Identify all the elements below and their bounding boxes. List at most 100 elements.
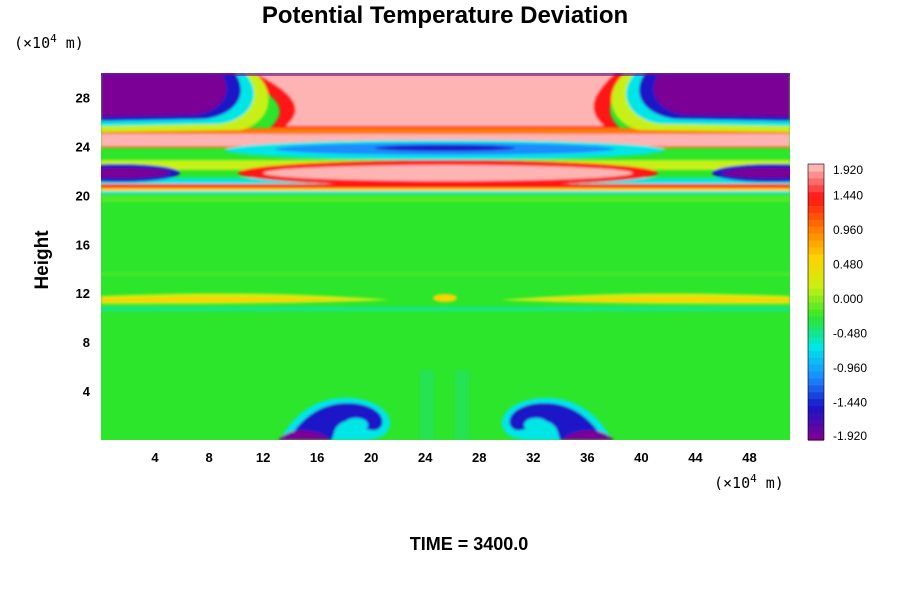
left-cold-core <box>101 168 170 178</box>
colorbar-tick-label: -0.960 <box>833 361 867 375</box>
colorbar-swatch <box>808 343 824 351</box>
colorbar-swatch <box>808 433 824 441</box>
colorbar-swatch <box>808 315 824 324</box>
right-rotor-base <box>562 430 614 440</box>
colorbar-swatch <box>808 260 824 269</box>
top-edge-strip <box>101 73 790 76</box>
colorbar-swatch <box>808 239 824 248</box>
colorbar-swatch <box>808 405 824 413</box>
colorbar-swatch <box>808 364 824 372</box>
right-rotor-curl <box>509 402 604 440</box>
colorbar-swatch <box>808 191 824 200</box>
x-tick-label: 16 <box>310 450 324 465</box>
colorbar-tick-label: 0.960 <box>833 223 863 237</box>
x-tick-label: 40 <box>634 450 648 465</box>
upper-warm-dome <box>255 73 615 126</box>
plume-right <box>455 370 469 440</box>
colorbar-swatch <box>808 308 824 317</box>
y-unit-label: (×104 m) <box>14 32 84 52</box>
right-lobe-core <box>653 75 790 117</box>
time-label: TIME = 3400.0 <box>410 534 529 554</box>
colorbar-swatch <box>808 177 824 186</box>
y-tick-label: 28 <box>76 90 90 105</box>
y-tick-label: 24 <box>76 139 91 154</box>
x-tick-label: 36 <box>580 450 594 465</box>
x-tick-label: 12 <box>256 450 270 465</box>
colorbar-swatch <box>808 184 824 193</box>
colorbar-swatch <box>808 253 824 262</box>
contour-field <box>101 73 790 440</box>
band-red-20 <box>101 184 790 189</box>
colorbar-swatch <box>808 164 824 172</box>
colorbar-swatch <box>808 302 824 310</box>
colorbar-swatch <box>808 329 824 338</box>
colorbar-swatch <box>808 377 824 386</box>
colorbar-tick-label: -1.440 <box>833 396 867 410</box>
colorbar-swatch <box>808 205 824 213</box>
colorbar-swatch <box>808 198 824 206</box>
colorbar-swatch <box>808 219 824 227</box>
colorbar-swatch <box>808 226 824 234</box>
faint-layer-19 <box>101 196 790 202</box>
y-axis-ticks: 4 8 12 16 20 24 28 <box>76 90 91 399</box>
colorbar-tick-label: -0.480 <box>833 327 867 341</box>
center-warm-blob <box>433 294 457 302</box>
colorbar-swatch <box>808 288 824 296</box>
plume-left <box>420 370 434 440</box>
left-lobe-core <box>101 75 227 117</box>
left-rotor-curl <box>288 402 383 440</box>
colorbar-swatch <box>808 170 824 179</box>
colorbar-swatch <box>808 233 824 241</box>
colorbar-swatch <box>808 336 824 344</box>
colorbar-swatch <box>808 212 824 220</box>
colorbar-swatch <box>808 426 824 434</box>
x-tick-label: 28 <box>472 450 486 465</box>
x-tick-label: 44 <box>688 450 703 465</box>
x-unit-label: (×104 m) <box>714 472 784 492</box>
y-tick-label: 12 <box>76 286 90 301</box>
cool-layer-11 <box>101 307 790 311</box>
colorbar-swatch <box>808 412 824 420</box>
right-rotor-eye <box>524 418 548 432</box>
colorbar-swatch <box>808 398 824 407</box>
colorbar-swatch <box>808 419 824 427</box>
warm-lens <box>263 165 633 181</box>
y-tick-label: 16 <box>76 237 90 252</box>
colorbar-tick-label: 0.480 <box>833 258 863 272</box>
cold-lens-core <box>375 145 515 151</box>
x-tick-label: 4 <box>151 450 159 465</box>
colorbar: 1.920 1.440 0.960 0.480 0.000 -0.480 -0.960 -1.… <box>807 163 867 443</box>
colorbar-swatch <box>808 267 824 275</box>
left-rotor-eye <box>344 418 368 432</box>
x-tick-label: 8 <box>205 450 212 465</box>
left-rotor-base <box>278 430 330 440</box>
right-cold-core <box>722 168 790 178</box>
colorbar-swatch <box>808 350 824 358</box>
y-tick-label: 20 <box>76 188 90 203</box>
colorbar-swatch <box>808 274 824 282</box>
band-orange-20 <box>101 188 790 191</box>
colorbar-frame <box>807 163 825 441</box>
faint-layer-13 <box>101 272 790 276</box>
colorbar-swatch <box>808 371 824 379</box>
colorbar-tick-label: -1.920 <box>833 429 867 443</box>
colorbar-swatch <box>808 246 824 255</box>
x-tick-label: 48 <box>742 450 756 465</box>
x-axis-ticks: 4 8 12 16 20 24 28 32 36 40 44 48 <box>151 450 756 465</box>
colorbar-tick-label: 0.000 <box>833 292 863 306</box>
colorbar-swatch <box>808 357 824 365</box>
right-arm-orange <box>520 296 790 302</box>
y-tick-label: 8 <box>83 335 90 350</box>
colorbar-swatch <box>808 391 824 400</box>
colorbar-tick-label: 1.920 <box>833 163 863 177</box>
colorbar-swatch <box>808 281 824 289</box>
colorbar-swatch <box>808 295 824 303</box>
y-tick-label: 4 <box>83 384 91 399</box>
chart-title: Potential Temperature Deviation <box>262 2 628 29</box>
x-tick-label: 24 <box>418 450 433 465</box>
x-tick-label: 32 <box>526 450 540 465</box>
x-tick-label: 20 <box>364 450 378 465</box>
colorbar-swatch <box>808 384 824 393</box>
y-axis-label: Height <box>32 230 53 290</box>
